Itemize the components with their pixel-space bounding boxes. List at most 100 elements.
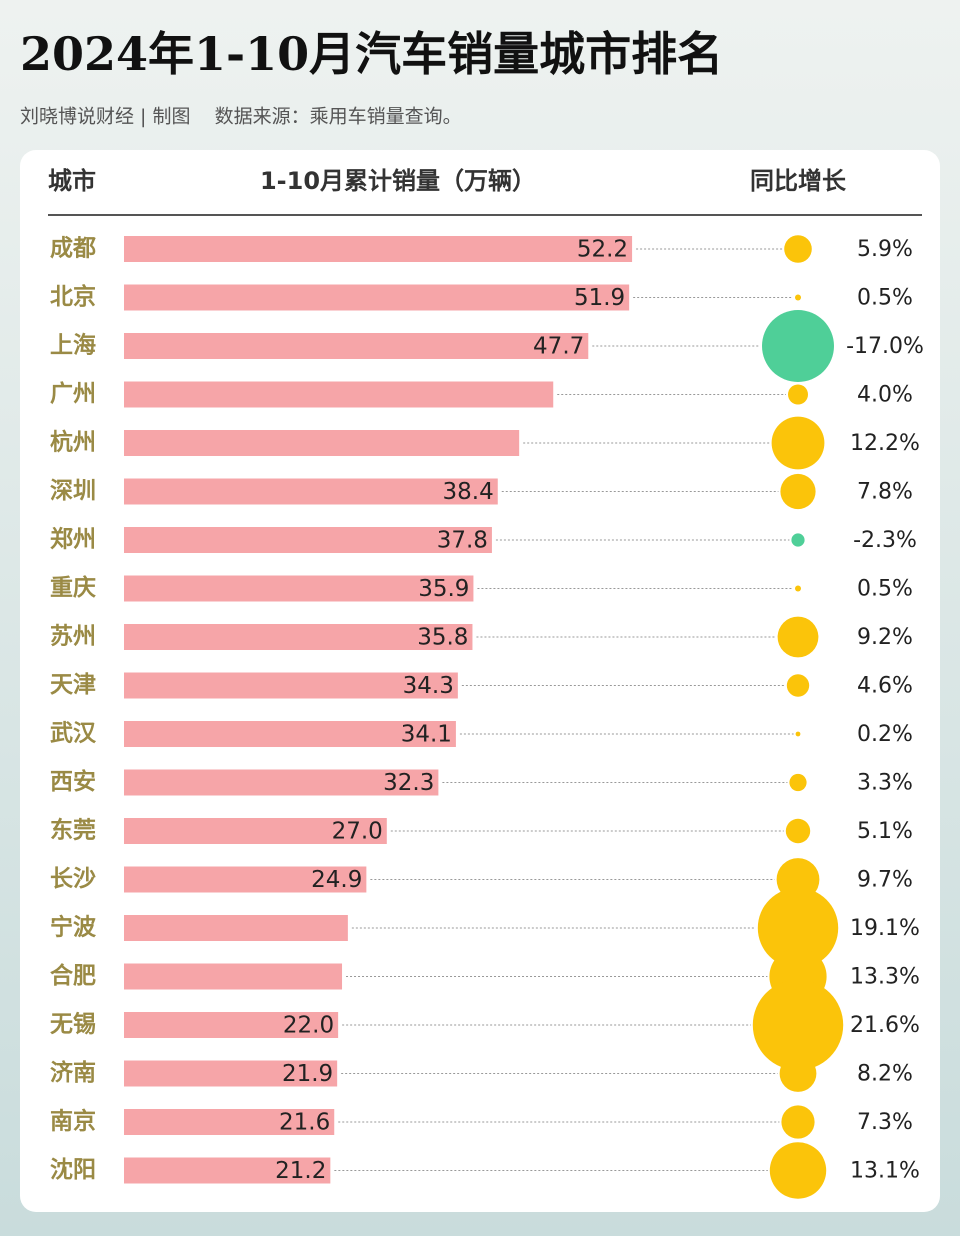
value-label: 21.9 bbox=[282, 1061, 333, 1087]
growth-bubble bbox=[788, 384, 808, 405]
card bbox=[20, 150, 940, 1212]
growth-bubble bbox=[780, 473, 816, 510]
growth-label: 9.7% bbox=[857, 868, 913, 893]
bar bbox=[124, 527, 492, 553]
growth-label: 0.5% bbox=[857, 577, 913, 602]
bar bbox=[124, 866, 367, 893]
growth-bubble bbox=[762, 310, 834, 382]
city-label: 成都 bbox=[50, 236, 96, 262]
city-label: 沈阳 bbox=[50, 1157, 96, 1183]
growth-bubble bbox=[781, 1105, 815, 1139]
growth-label: 0.5% bbox=[857, 286, 913, 311]
city-label: 郑州 bbox=[50, 527, 96, 553]
growth-label: 5.1% bbox=[857, 819, 913, 844]
city-label: 苏州 bbox=[50, 624, 96, 650]
bar bbox=[124, 1060, 338, 1087]
bar bbox=[124, 769, 439, 796]
growth-bubble bbox=[757, 887, 839, 969]
city-label: 东莞 bbox=[50, 817, 96, 844]
city-label: 杭州 bbox=[50, 429, 96, 456]
value-label: 35.8 bbox=[417, 625, 468, 651]
growth-label: 4.0% bbox=[857, 383, 913, 408]
city-label: 长沙 bbox=[50, 866, 96, 892]
city-label: 无锡 bbox=[50, 1012, 96, 1038]
city-label: 天津 bbox=[50, 671, 96, 698]
bar bbox=[124, 624, 473, 650]
bar bbox=[124, 721, 456, 747]
growth-label: 4.6% bbox=[857, 674, 913, 699]
bar bbox=[124, 333, 589, 359]
bar bbox=[124, 915, 348, 941]
bar bbox=[124, 963, 343, 990]
growth-label: 12.2% bbox=[850, 431, 920, 456]
city-label: 北京 bbox=[50, 283, 96, 310]
subtitle: 刘晓博说财经 | 制图 数据来源：乘用车销量查询。 bbox=[20, 106, 462, 128]
value-label: 35.9 bbox=[418, 576, 469, 602]
bar bbox=[124, 236, 633, 262]
bar bbox=[124, 430, 520, 456]
bar bbox=[124, 672, 458, 699]
growth-label: 19.1% bbox=[850, 916, 920, 941]
growth-label: 7.3% bbox=[857, 1110, 913, 1135]
growth-label: 5.9% bbox=[857, 237, 913, 262]
header: 1-10月累计销量（万辆） bbox=[260, 167, 536, 195]
growth-bubble bbox=[795, 585, 801, 592]
growth-label: 13.3% bbox=[850, 965, 920, 990]
bar bbox=[124, 1157, 331, 1184]
city-label: 西安 bbox=[50, 768, 96, 795]
header: 同比增长 bbox=[750, 167, 847, 195]
city-label: 济南 bbox=[50, 1059, 96, 1086]
value-label: 24.9 bbox=[311, 867, 362, 893]
title: 2024年1-10月汽车销量城市排名 bbox=[20, 27, 723, 81]
city-label: 南京 bbox=[50, 1108, 96, 1135]
city-label: 武汉 bbox=[50, 721, 97, 747]
bar bbox=[124, 575, 474, 602]
city-label: 合肥 bbox=[50, 962, 96, 989]
value-label: 21.6 bbox=[279, 1110, 330, 1136]
growth-bubble bbox=[791, 533, 805, 547]
value-label: 37.8 bbox=[437, 528, 488, 554]
growth-label: 9.2% bbox=[857, 625, 913, 650]
bar bbox=[124, 1109, 335, 1135]
growth-label: 3.3% bbox=[857, 771, 913, 796]
value-label: 34.3 bbox=[403, 673, 454, 699]
header: 城市 bbox=[48, 167, 96, 195]
growth-bubble bbox=[789, 773, 807, 792]
growth-bubble bbox=[769, 1142, 827, 1199]
growth-bubble bbox=[779, 1055, 817, 1092]
city-label: 深圳 bbox=[50, 478, 96, 504]
value-label: 38.4 bbox=[443, 479, 494, 505]
growth-bubble bbox=[786, 674, 810, 697]
growth-bubble bbox=[795, 731, 801, 737]
growth-bubble bbox=[784, 235, 812, 263]
value-label: 52.2 bbox=[577, 237, 628, 263]
value-label: 21.2 bbox=[275, 1158, 326, 1184]
growth-bubble bbox=[752, 979, 844, 1071]
bar bbox=[124, 284, 630, 311]
growth-label: 21.6% bbox=[850, 1013, 920, 1038]
value-label: 32.3 bbox=[383, 770, 434, 796]
growth-label: 0.2% bbox=[857, 722, 913, 747]
growth-label: -2.3% bbox=[853, 528, 917, 553]
growth-bubble bbox=[771, 416, 825, 470]
bar bbox=[124, 381, 554, 408]
bar bbox=[124, 818, 387, 844]
value-label: 27.0 bbox=[332, 819, 383, 845]
value-label: 51.9 bbox=[574, 285, 625, 311]
value-label: 22.0 bbox=[283, 1013, 334, 1039]
growth-label: 8.2% bbox=[857, 1062, 913, 1087]
growth-label: 7.8% bbox=[857, 480, 913, 505]
city-label: 宁波 bbox=[50, 914, 97, 941]
city-label: 上海 bbox=[50, 332, 96, 359]
value-label: 47.7 bbox=[533, 334, 584, 360]
growth-bubble bbox=[785, 818, 811, 844]
growth-bubble bbox=[777, 616, 819, 658]
city-label: 广州 bbox=[50, 380, 96, 407]
bar bbox=[124, 478, 498, 505]
value-label: 34.1 bbox=[401, 722, 452, 748]
growth-label: 13.1% bbox=[850, 1159, 920, 1184]
growth-bubble bbox=[795, 294, 801, 301]
growth-label: -17.0% bbox=[846, 334, 924, 359]
city-label: 重庆 bbox=[50, 574, 96, 601]
